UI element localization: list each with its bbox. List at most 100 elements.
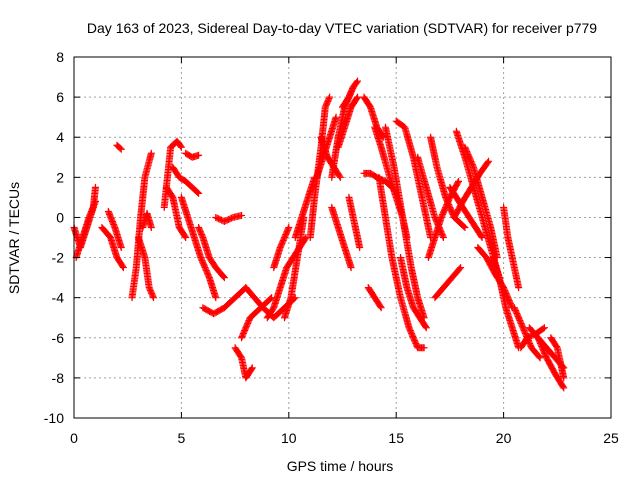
series-s7 [134,234,157,302]
data-point [177,143,185,151]
series-s2 [72,197,99,262]
data-point [457,264,465,272]
y-tick-label: -4 [52,290,65,306]
y-tick-label: -2 [52,250,65,266]
data-point [439,234,447,241]
data-point [91,197,99,205]
plot-border [73,56,612,419]
series-s37 [381,123,428,322]
data-point [560,374,568,382]
data-point [284,225,292,233]
data-point [147,223,155,231]
y-tick-label: -8 [52,370,65,386]
data-point [376,302,384,310]
series-s32 [360,93,387,141]
data-point [515,284,523,292]
data-point [247,365,255,373]
data-point [326,93,334,101]
data-point [149,294,157,302]
data-point [181,232,189,240]
x-tick-label: 5 [178,430,186,446]
data-point [377,304,385,312]
series-s55 [547,334,568,382]
data-point [117,244,125,252]
chart-title: Day 163 of 2023, Sidereal Day-to-day VTE… [87,20,597,36]
y-axis-label: SDTVAR / TECUs [6,182,22,294]
x-tick-label: 20 [496,430,512,446]
data-point [347,264,355,272]
data-point [454,177,462,185]
data-point [421,322,429,330]
data-point [117,145,125,153]
series-s10 [162,183,190,241]
data-point [182,234,190,241]
series-s38 [396,254,430,332]
data-point [194,188,202,196]
x-axis-ticks: 0 5 10 15 20 25 [70,57,619,446]
y-tick-label: 6 [56,89,64,105]
data-point [460,222,468,230]
x-tick-label: 0 [70,430,78,446]
data-point [353,94,361,102]
series-s49 [489,254,523,352]
series-s14 [195,223,228,282]
series-s30 [328,203,355,272]
grid-lines [74,57,611,418]
series-s36 [375,173,428,352]
data-point [336,172,344,180]
x-tick-label: 25 [603,430,619,446]
series-s4 [104,207,125,252]
data-point [354,77,362,85]
data-point [420,344,428,352]
data-points [70,77,568,392]
series-s12 [177,193,220,302]
y-tick-label: -6 [52,330,65,346]
data-point [456,265,464,273]
series-s13 [182,149,203,161]
y-axis-ticks: -10 -8 -6 -4 -2 0 2 4 6 8 [44,49,611,426]
data-point [116,144,124,152]
x-tick-label: 15 [388,430,404,446]
data-point [477,232,485,240]
data-point [356,244,364,252]
data-point [248,364,256,372]
data-point [219,272,227,280]
data-point [238,211,246,219]
series-s16 [212,211,246,225]
series-s5 [113,141,125,153]
series-s18 [238,294,276,342]
series-s21 [270,223,293,272]
x-tick-label: 10 [281,430,297,446]
data-point [220,274,228,282]
series-s8 [139,209,155,231]
series-s47 [450,157,493,221]
data-point [353,78,361,86]
x-axis-label: GPS time / hours [287,458,394,474]
data-point [195,189,203,197]
series-s28 [334,93,362,151]
data-point [332,113,340,121]
data-point [539,325,547,333]
data-point [454,179,462,187]
data-point [285,223,293,231]
data-point [119,262,127,270]
data-point [535,353,543,361]
series-s11 [169,163,203,197]
series-s33 [364,284,385,312]
data-point [536,354,544,362]
data-point [485,157,493,165]
data-point [354,93,362,101]
series-s17 [231,344,256,382]
y-tick-label: 4 [56,129,64,145]
series-s54 [534,334,568,392]
data-point [422,324,430,332]
y-tick-label: 2 [56,169,64,185]
series-s31 [345,193,364,252]
series-s29 [339,77,362,111]
y-tick-label: -10 [44,410,64,426]
series-s3 [98,223,127,272]
data-point [177,142,185,150]
y-tick-label: 0 [56,209,64,225]
data-point [484,158,492,166]
